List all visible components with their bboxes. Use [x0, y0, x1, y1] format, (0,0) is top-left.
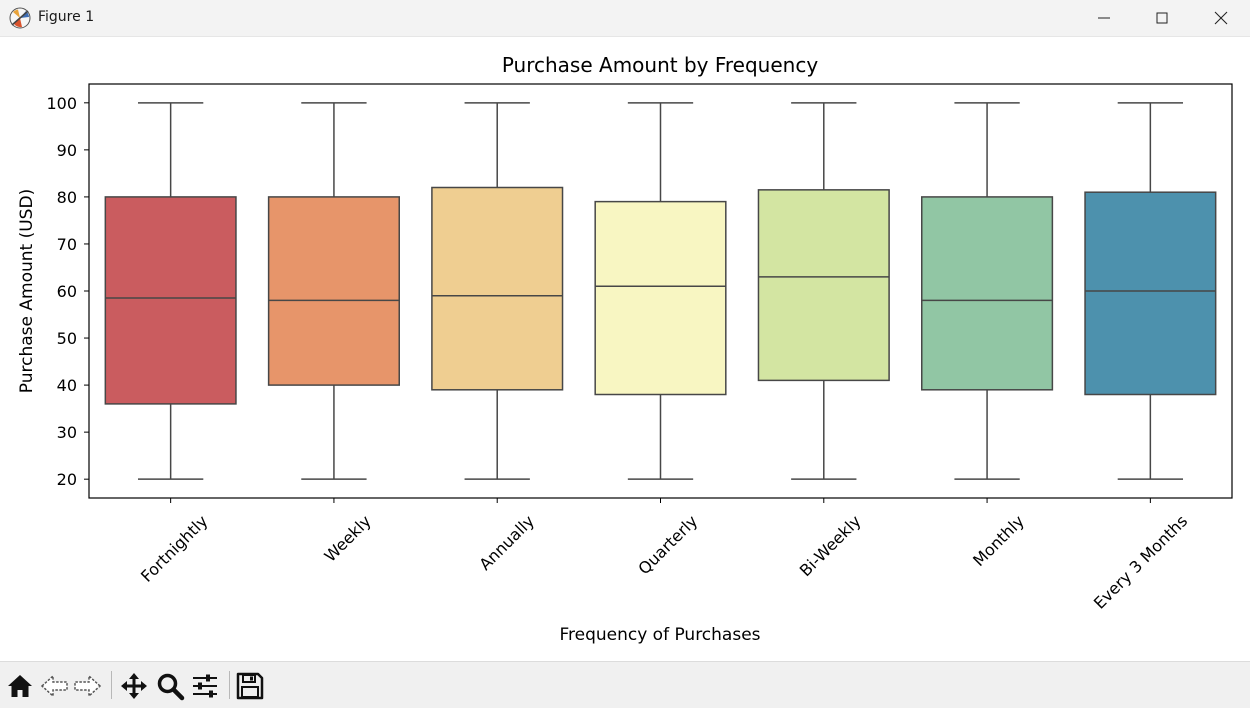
y-axis-label: Purchase Amount (USD)	[17, 189, 37, 393]
figure-canvas: Purchase Amount by Frequency Frequency o…	[0, 37, 1250, 661]
box-iqr	[267, 196, 400, 386]
x-tick-label: Quarterly	[634, 511, 701, 578]
x-axis-ticks: Fortnightly Weekly Annually Quarterly Bi-Wee…	[137, 498, 1191, 613]
zoom-icon	[157, 673, 185, 701]
window-titlebar: Figure 1	[0, 0, 1250, 37]
x-tick-label: Fortnightly	[137, 511, 211, 585]
boxplot-chart: Purchase Amount by Frequency Frequency o…	[17, 53, 1233, 645]
box-quarterly	[594, 102, 727, 480]
pan-icon	[121, 673, 147, 699]
plot-area-frame	[88, 83, 1233, 499]
x-tick-label: Monthly	[969, 511, 1028, 570]
pan-button[interactable]	[119, 671, 149, 701]
matplotlib-app-icon	[9, 7, 31, 29]
navigation-toolbar	[0, 661, 1250, 708]
y-tick-label: 40	[57, 376, 77, 395]
box-iqr	[1084, 191, 1217, 396]
forward-icon	[74, 674, 102, 698]
configure-subplots-button[interactable]	[190, 671, 220, 701]
close-icon	[1214, 11, 1228, 25]
y-tick-label: 100	[46, 94, 77, 113]
x-tick-label: Bi-Weekly	[796, 511, 865, 580]
window-title: Figure 1	[38, 9, 95, 25]
maximize-icon	[1156, 12, 1168, 24]
y-tick-label: 80	[57, 188, 77, 207]
x-axis-label: Frequency of Purchases	[559, 625, 760, 645]
close-button[interactable]	[1192, 0, 1250, 36]
y-tick-label: 30	[57, 423, 77, 442]
x-tick-label: Annually	[475, 511, 538, 574]
box-weekly	[267, 102, 400, 480]
minimize-icon	[1098, 17, 1110, 19]
minimize-button[interactable]	[1075, 0, 1133, 36]
toolbar-separator	[111, 671, 112, 699]
forward-button[interactable]	[72, 671, 102, 701]
chart-title: Purchase Amount by Frequency	[502, 53, 819, 77]
back-button[interactable]	[40, 671, 70, 701]
home-icon	[8, 675, 32, 697]
y-tick-label: 20	[57, 470, 77, 489]
save-icon	[236, 672, 264, 700]
y-axis-ticks: 20 30 40 50 60 70 80 90 100	[46, 94, 89, 489]
home-button[interactable]	[5, 671, 35, 701]
y-tick-label: 70	[57, 235, 77, 254]
maximize-button[interactable]	[1133, 0, 1191, 36]
boxplot-boxes	[104, 102, 1217, 480]
box-iqr	[921, 196, 1054, 391]
box-iqr	[431, 186, 564, 391]
box-every-3-months	[1084, 102, 1217, 480]
y-tick-label: 60	[57, 282, 77, 301]
x-tick-label: Weekly	[320, 511, 374, 565]
box-fortnightly	[104, 102, 237, 480]
save-button[interactable]	[235, 671, 265, 701]
box-iqr	[594, 200, 727, 396]
box-monthly	[921, 102, 1054, 480]
toolbar-separator	[229, 671, 230, 699]
box-iqr	[757, 189, 890, 382]
box-iqr	[104, 196, 237, 405]
configure-icon	[193, 674, 217, 698]
box-bi-weekly	[757, 102, 890, 480]
y-tick-label: 90	[57, 141, 77, 160]
x-tick-label: Every 3 Months	[1090, 511, 1191, 612]
y-tick-label: 50	[57, 329, 77, 348]
back-icon	[40, 674, 68, 698]
box-annually	[431, 102, 564, 480]
zoom-button[interactable]	[155, 671, 185, 701]
